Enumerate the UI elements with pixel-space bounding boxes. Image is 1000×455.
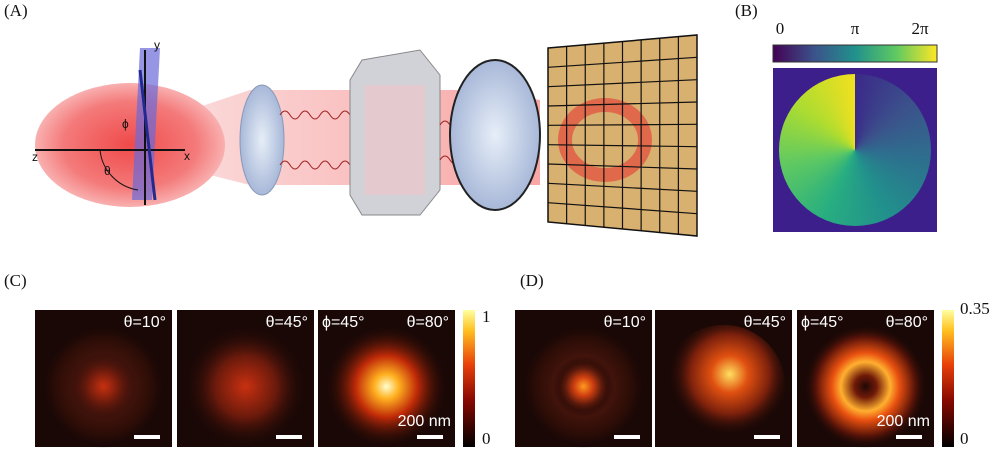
panel-label: (A) xyxy=(4,1,28,20)
grid-line xyxy=(547,123,698,126)
panel-label: (D) xyxy=(520,271,544,290)
colorbar-tick-label: 0 xyxy=(482,429,491,448)
intensity xyxy=(183,324,308,449)
colorbar-tick-label: 0 xyxy=(960,429,969,448)
image-label: ϕ=45° xyxy=(322,314,365,331)
emission-pattern xyxy=(35,83,225,207)
grid-line xyxy=(547,144,698,148)
grid-line xyxy=(547,79,698,88)
phase-map xyxy=(773,68,937,232)
colorbar-tick-label: 0.35 xyxy=(960,299,990,318)
image-label: θ=45° xyxy=(744,314,786,331)
panel-label: (B) xyxy=(735,1,758,20)
lens xyxy=(239,84,285,196)
colorbar xyxy=(942,310,954,447)
axis-label: z xyxy=(32,150,38,164)
colorbar-tick-label: π xyxy=(851,19,860,38)
image-label: ϕ=45° xyxy=(801,314,844,331)
intensity xyxy=(324,324,449,449)
dipole xyxy=(138,69,157,201)
image-label: θ=80° xyxy=(407,314,449,331)
grid-line xyxy=(547,101,698,107)
scale-label: 200 nm xyxy=(398,413,451,430)
axis-label: y xyxy=(154,38,160,52)
detector xyxy=(547,34,698,237)
image-label: θ=80° xyxy=(886,314,928,331)
phase-disk xyxy=(779,74,931,226)
panel-label: (C) xyxy=(4,271,27,290)
grid-line xyxy=(547,56,698,68)
grid-line xyxy=(547,202,698,215)
intensity xyxy=(661,324,786,449)
image-label: θ=10° xyxy=(124,314,166,331)
waveplate-window xyxy=(365,85,425,195)
grid-line xyxy=(547,182,698,192)
theta-arc xyxy=(99,149,139,191)
intensity xyxy=(69,352,138,421)
intensity xyxy=(803,324,928,449)
colorbar-tick-label: 1 xyxy=(482,307,491,326)
intensity xyxy=(552,355,615,418)
scale-label: 200 nm xyxy=(877,413,930,430)
colorbar-tick-label: 0 xyxy=(776,19,785,38)
angle-label: θ xyxy=(104,164,111,178)
grid-line xyxy=(547,163,698,170)
lens xyxy=(449,59,541,211)
colorbar xyxy=(772,44,938,63)
colorbar xyxy=(463,310,475,447)
axis-label: x xyxy=(184,149,190,163)
wave xyxy=(279,110,351,170)
image-label: θ=45° xyxy=(266,314,308,331)
colorbar-tick-label: 2π xyxy=(911,19,929,38)
angle-label: ϕ xyxy=(122,117,129,131)
image-label: θ=10° xyxy=(604,314,646,331)
